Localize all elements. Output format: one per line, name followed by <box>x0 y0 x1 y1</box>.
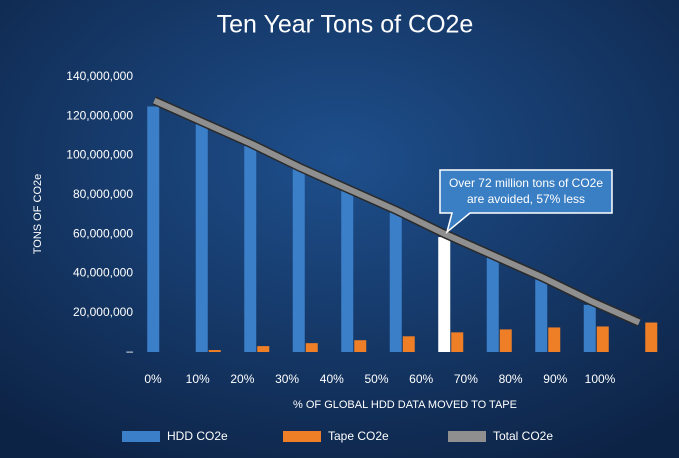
legend-label: Total CO2e <box>493 429 553 443</box>
x-tick-label: 20% <box>230 372 254 386</box>
y-tick-label: 100,000,000 <box>66 148 133 162</box>
bar <box>257 346 270 352</box>
y-tick-label: 80,000,000 <box>73 187 133 201</box>
bar <box>486 257 499 352</box>
bar <box>499 329 512 352</box>
legend-swatch <box>283 431 321 442</box>
y-tick-label: 40,000,000 <box>73 266 133 280</box>
x-axis-label: % OF GLOBAL HDD DATA MOVED TO TAPE <box>293 399 517 411</box>
bar <box>195 124 208 353</box>
x-tick-label: 0% <box>144 372 162 386</box>
bar <box>535 279 548 352</box>
x-tick-label: 40% <box>320 372 344 386</box>
y-axis-label: TONS OF CO2e <box>32 174 44 254</box>
line <box>153 97 641 326</box>
annotation: Over 72 million tons of CO2e are avoided,… <box>439 169 613 235</box>
bar <box>147 106 160 352</box>
legend-label: Tape CO2e <box>328 429 389 443</box>
bar <box>354 340 367 352</box>
bar <box>341 190 354 352</box>
x-tick-label: 100% <box>585 372 616 386</box>
annotation-text: Over 72 million tons of CO2e <box>449 176 603 190</box>
bar <box>208 350 221 352</box>
legend-swatch <box>448 431 486 442</box>
y-tick-label: 120,000,000 <box>66 108 133 122</box>
x-tick-label: 80% <box>499 372 523 386</box>
annotation-text: are avoided, 57% less <box>467 192 585 206</box>
x-tick-label: 90% <box>543 372 567 386</box>
bar <box>645 322 658 352</box>
x-tick-label: 30% <box>275 372 299 386</box>
bar <box>292 167 305 352</box>
x-tick-label: 70% <box>454 372 478 386</box>
bar <box>244 145 257 352</box>
bar <box>305 343 318 352</box>
chart-title: Ten Year Tons of CO2e <box>217 11 474 39</box>
y-tick-label: 140,000,000 <box>66 69 133 83</box>
bar <box>402 336 415 352</box>
bar <box>548 327 561 352</box>
x-tick-label: 50% <box>364 372 388 386</box>
bar <box>596 326 609 352</box>
bar <box>451 332 464 352</box>
y-tick-label: – <box>126 344 133 358</box>
y-tick-label: 60,000,000 <box>73 226 133 240</box>
annotation-box <box>439 169 613 235</box>
bar <box>389 212 402 352</box>
x-tick-label: 60% <box>409 372 433 386</box>
legend-label: HDD CO2e <box>167 429 228 443</box>
bar <box>583 304 596 352</box>
y-tick-label: 20,000,000 <box>73 305 133 319</box>
legend-swatch <box>122 431 160 442</box>
bar <box>438 237 451 352</box>
x-tick-label: 10% <box>186 372 210 386</box>
